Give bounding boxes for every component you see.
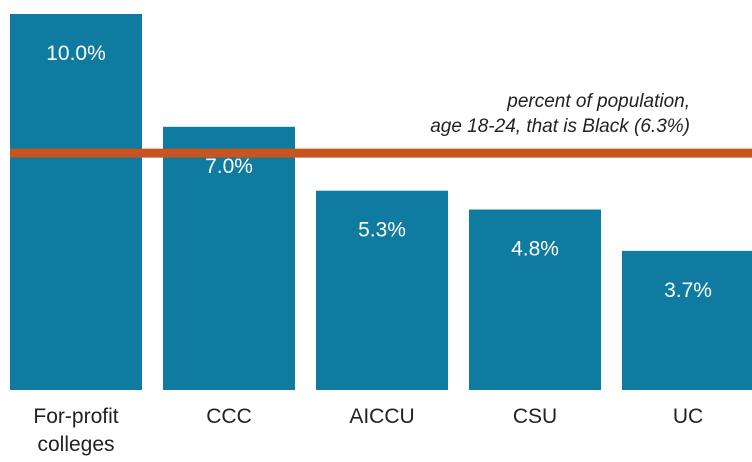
category-label-0: For-profit colleges	[33, 405, 118, 456]
bars-group: 10.0% 7.0% 5.3% 4.8% 3.7%	[10, 14, 752, 391]
bar-0	[10, 14, 142, 390]
bar-value-label-3: 4.8%	[511, 238, 559, 261]
bar-value-label-4: 3.7%	[664, 279, 712, 302]
bar-value-label-0: 10.0%	[46, 42, 106, 65]
reference-line-label: percent of population, age 18-24, that is…	[430, 91, 690, 137]
bar-1	[163, 126, 295, 391]
bar-2	[316, 190, 448, 390]
category-labels-group: For-profit colleges CCC AICCU CSU UC	[33, 405, 703, 456]
bar-value-label-1: 7.0%	[205, 155, 253, 178]
category-label-1: CCC	[206, 405, 252, 428]
bar-3	[469, 209, 601, 390]
category-label-3: CSU	[513, 405, 557, 428]
bar-4	[622, 250, 752, 390]
category-label-2: AICCU	[349, 405, 414, 428]
category-label-4: UC	[673, 405, 703, 428]
bar-value-label-2: 5.3%	[358, 219, 406, 242]
